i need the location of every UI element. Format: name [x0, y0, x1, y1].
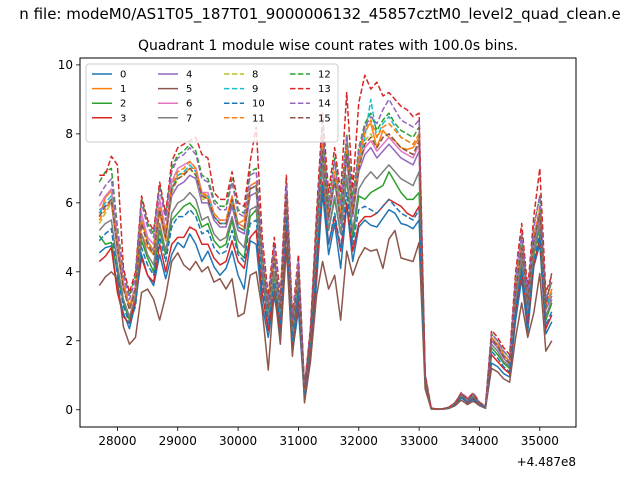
legend-label-14: 14: [318, 99, 331, 110]
legend-label-3: 3: [120, 113, 126, 124]
y-tick-label: 8: [65, 127, 73, 141]
x-tick-label: 30000: [219, 434, 257, 448]
legend-label-10: 10: [252, 99, 265, 110]
series-line-15: [98, 133, 553, 410]
axes: 28000 29000 30000 31000 32000 33000 34000 35000…: [58, 58, 559, 448]
series-line-14: [98, 98, 553, 410]
x-tick-label: 35000: [521, 434, 559, 448]
x-axis-offset-label: +4.487e8: [517, 455, 576, 469]
y-tick-label: 4: [65, 265, 73, 279]
legend-label-4: 4: [186, 70, 192, 81]
figure-suptitle: n file: modeM0/AS1T05_187T01_9000006132_…: [19, 5, 620, 24]
x-tick-label: 34000: [460, 434, 498, 448]
y-tick-label: 0: [65, 403, 73, 417]
x-tick-label: 29000: [159, 434, 197, 448]
legend-label-8: 8: [252, 70, 258, 81]
legend-label-12: 12: [318, 70, 331, 81]
legend-label-9: 9: [252, 84, 258, 95]
series-line-13: [99, 74, 553, 410]
series-line-5: [98, 229, 553, 411]
legend-frame: [85, 63, 339, 143]
x-tick-label: 33000: [400, 434, 438, 448]
legend-label-15: 15: [318, 113, 331, 124]
chart-title: Quadrant 1 module wise count rates with …: [138, 38, 518, 54]
plot-frame: [79, 57, 577, 428]
legend-label-13: 13: [318, 84, 331, 95]
x-tick-label: 32000: [340, 434, 378, 448]
legend-label-6: 6: [186, 99, 192, 110]
legend-label-7: 7: [186, 113, 192, 124]
series-line-10: [98, 184, 553, 410]
legend-label-1: 1: [120, 84, 126, 95]
legend-label-5: 5: [186, 84, 192, 95]
legend-label-0: 0: [120, 70, 126, 81]
x-tick-label: 28000: [98, 434, 136, 448]
series-line-11: [98, 119, 553, 410]
legend-label-11: 11: [252, 113, 265, 124]
x-tick-label: 31000: [279, 434, 317, 448]
y-tick-label: 10: [58, 58, 73, 72]
y-tick-label: 2: [65, 334, 73, 348]
y-tick-label: 6: [65, 196, 73, 210]
series-layer: [98, 74, 553, 411]
legend-label-2: 2: [120, 99, 126, 110]
